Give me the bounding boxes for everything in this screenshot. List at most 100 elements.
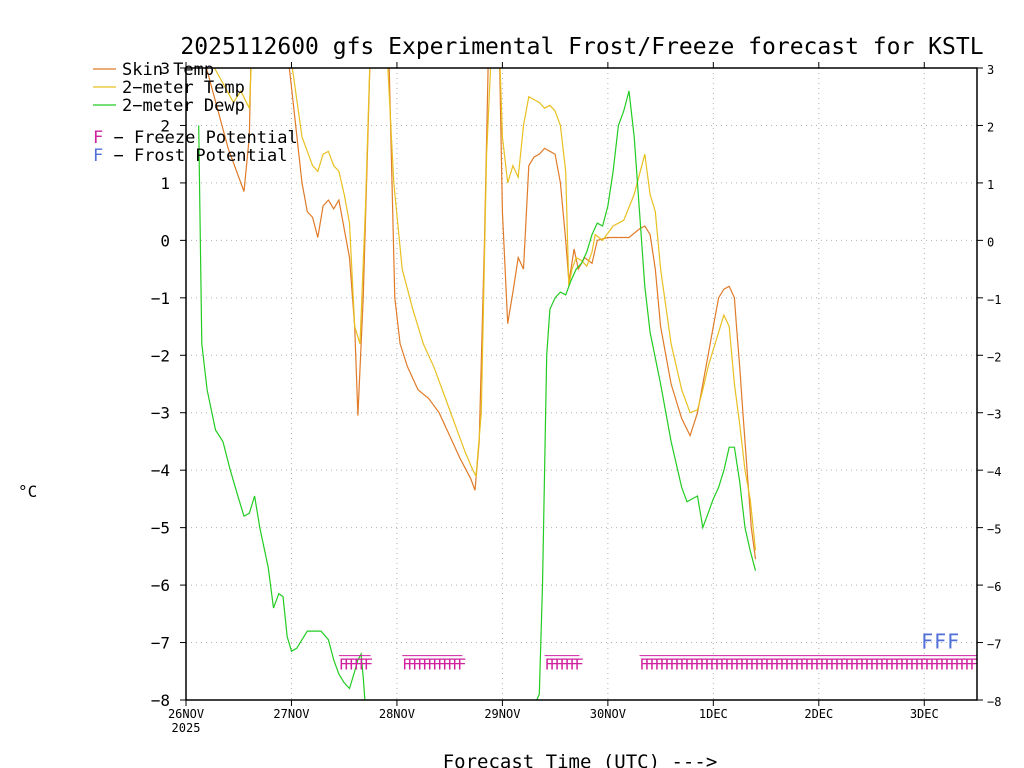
- freeze-potential-marker: F: [700, 656, 709, 674]
- freeze-potential-marker: F: [710, 656, 719, 674]
- y-tick-label-right: −4: [987, 465, 1001, 479]
- freeze-potential-marker: F: [650, 656, 659, 674]
- freeze-potential-marker: F: [780, 656, 789, 674]
- freeze-potential-marker: F: [555, 656, 564, 674]
- y-tick-label: 0: [160, 231, 170, 250]
- freeze-potential-marker: F: [845, 656, 854, 674]
- y-tick-label-right: −5: [987, 523, 1001, 537]
- y-tick-label: 2: [160, 116, 170, 135]
- freeze-potential-marker: F: [945, 656, 954, 674]
- y-tick-label-right: 0: [987, 235, 994, 249]
- freeze-potential-marker: F: [785, 656, 794, 674]
- freeze-potential-marker: F: [935, 656, 944, 674]
- freeze-potential-marker: F: [655, 656, 664, 674]
- frost-potential-marker: F: [934, 629, 946, 653]
- freeze-potential-marker: F: [427, 656, 436, 674]
- series-line-skin-temp: [205, 68, 757, 560]
- freeze-potential-marker: F: [835, 656, 844, 674]
- freeze-potential-marker: F: [359, 656, 368, 674]
- series-lines: [198, 68, 757, 700]
- y-tick-label: 3: [160, 59, 170, 78]
- freeze-potential-marker: F: [690, 656, 699, 674]
- freeze-potential-marker: F: [740, 656, 749, 674]
- y-axis-label: °C: [18, 482, 37, 501]
- freeze-potential-marker: F: [735, 656, 744, 674]
- y-tick-label: −5: [151, 519, 170, 538]
- freeze-potential-marker: F: [422, 656, 431, 674]
- freeze-potential-marker: F: [960, 656, 969, 674]
- freeze-potential-marker: F: [665, 656, 674, 674]
- x-tick-label: 2DEC: [804, 707, 833, 721]
- freeze-potential-marker: F: [432, 656, 441, 674]
- freeze-potential-marker: F: [660, 656, 669, 674]
- freeze-potential-marker: F: [795, 656, 804, 674]
- freeze-potential-marker: F: [860, 656, 869, 674]
- freeze-potential-marker: F: [745, 656, 754, 674]
- freeze-potential-marker: F: [840, 656, 849, 674]
- freeze-potential-marker: F: [895, 656, 904, 674]
- y-tick-label: −6: [151, 576, 170, 595]
- freeze-potential-marker: F: [915, 656, 924, 674]
- freeze-potential-marker: F: [447, 656, 456, 674]
- freeze-potential-marker: F: [670, 656, 679, 674]
- freeze-potential-marker: F: [765, 656, 774, 674]
- freeze-potential-marker: F: [855, 656, 864, 674]
- freeze-potential-marker: F: [545, 656, 554, 674]
- freeze-potential-marker: F: [354, 656, 363, 674]
- frost-potential-marker: F: [921, 629, 933, 653]
- freeze-potential-marker: F: [339, 656, 348, 674]
- series-line-2-meter-temp: [213, 68, 757, 551]
- freeze-potential-marker: F: [955, 656, 964, 674]
- freeze-potential-marker: F: [755, 656, 764, 674]
- chart-title: 2025112600 gfs Experimental Frost/Freeze…: [180, 34, 983, 60]
- freeze-potential-marker: F: [775, 656, 784, 674]
- freeze-potential-marker: F: [885, 656, 894, 674]
- freeze-potential-marker: F: [437, 656, 446, 674]
- plot-frame: [185, 67, 978, 701]
- y-tick-labels-right: 3 2 1 0 −1 −2 −3 −4 −5 −6 −7 −8: [977, 63, 1001, 709]
- legend-note: F − Frost Potential: [93, 146, 287, 166]
- freeze-potential-marker: F: [760, 656, 769, 674]
- x-tick-labels: 26NOV 27NOV 28NOV 29NOV 30NOV 1DEC 2DEC 3DEC: [168, 62, 939, 721]
- y-tick-label-right: −3: [987, 408, 1001, 422]
- freeze-potential-marker: F: [940, 656, 949, 674]
- freeze-potential-marker: F: [970, 656, 979, 674]
- x-year-label: 2025: [172, 721, 201, 735]
- x-tick-label: 3DEC: [910, 707, 939, 721]
- y-tick-label-right: −6: [987, 580, 1001, 594]
- freeze-potential-marker: F: [815, 656, 824, 674]
- freeze-potential-marker: F: [900, 656, 909, 674]
- freeze-potential-marker: F: [570, 656, 579, 674]
- y-tick-label-right: −2: [987, 350, 1001, 364]
- freeze-potential-marker: F: [850, 656, 859, 674]
- x-tick-label: 29NOV: [484, 707, 520, 721]
- freeze-potential-marker: F: [344, 656, 353, 674]
- legend-label: Skin Temp: [122, 60, 214, 80]
- y-tick-label: 1: [160, 174, 170, 193]
- freeze-potential-marker: F: [452, 656, 461, 674]
- y-tick-label-right: 3: [987, 63, 994, 77]
- freeze-potential-marker: F: [550, 656, 559, 674]
- freeze-potential-marker: F: [412, 656, 421, 674]
- freeze-potential-marker: F: [790, 656, 799, 674]
- freeze-potential-marker: F: [870, 656, 879, 674]
- freeze-potential-marker: F: [407, 656, 416, 674]
- freeze-potential-marker: F: [920, 656, 929, 674]
- freeze-potential-marker: F: [402, 656, 411, 674]
- freeze-potential-marker: F: [965, 656, 974, 674]
- freeze-potential-marker: F: [640, 656, 649, 674]
- freeze-potential-marker: F: [675, 656, 684, 674]
- y-tick-label-right: −8: [987, 695, 1001, 709]
- freeze-potential-marker: F: [875, 656, 884, 674]
- x-tick-label: 28NOV: [379, 707, 415, 721]
- freeze-potential-marker: F: [805, 656, 814, 674]
- freeze-potential-marker: F: [905, 656, 914, 674]
- x-tick-label: 26NOV: [168, 707, 204, 721]
- freeze-potential-marker: F: [645, 656, 654, 674]
- freeze-potential-marker: F: [720, 656, 729, 674]
- freeze-potential-marker: F: [810, 656, 819, 674]
- freeze-potential-marker: F: [442, 656, 451, 674]
- freeze-potential-marker: F: [880, 656, 889, 674]
- freeze-potential-marker: F: [560, 656, 569, 674]
